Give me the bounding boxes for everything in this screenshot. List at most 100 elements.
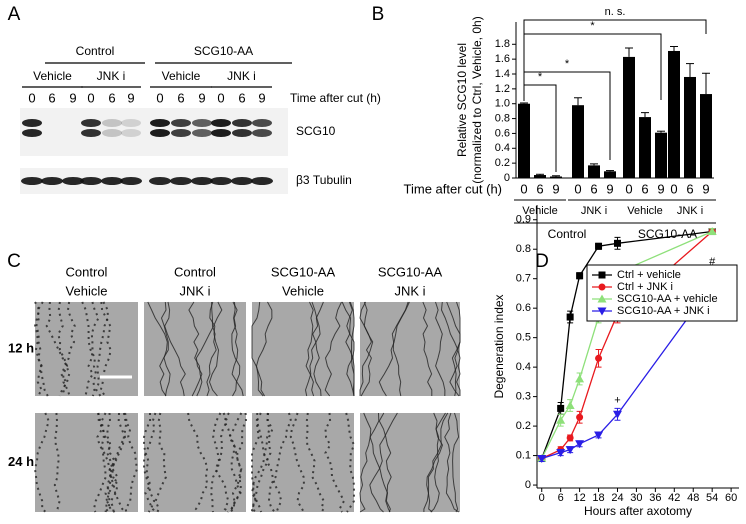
significance-label: * <box>565 58 570 70</box>
blot-band <box>62 177 84 185</box>
micrograph <box>250 412 356 513</box>
axon <box>359 301 374 396</box>
x-tick-label: 6 <box>641 181 648 196</box>
y-tick-label: 0 <box>525 479 531 491</box>
blot-band <box>150 129 170 137</box>
axon <box>159 301 169 397</box>
marker <box>707 227 717 236</box>
axon <box>144 412 157 513</box>
bar <box>623 56 635 178</box>
blot-band <box>21 177 43 185</box>
micrograph <box>143 412 248 513</box>
blot-label: SCG10 <box>296 124 336 138</box>
blot-band <box>22 119 42 127</box>
blot-band <box>120 177 142 185</box>
blot-band <box>192 129 212 137</box>
x-tick-label: 9 <box>606 181 613 196</box>
x-tick-label: 0 <box>520 181 527 196</box>
blot-band <box>22 129 42 137</box>
blot-band <box>251 177 273 185</box>
marker <box>597 307 607 316</box>
y-tick-label: 1.4 <box>495 68 510 80</box>
axon <box>81 301 98 397</box>
micrograph <box>359 412 460 513</box>
blot-band <box>252 119 272 127</box>
treatment-label: JNK i <box>227 69 256 83</box>
column-header: SCG10-AA <box>271 264 336 279</box>
y-tick-label: 1.6 <box>495 53 510 65</box>
blot-band <box>121 119 141 127</box>
axon <box>122 412 139 513</box>
bar <box>684 76 696 178</box>
blot-band <box>191 177 213 185</box>
column-header: Control <box>174 264 216 279</box>
y-tick-label: 0.2 <box>495 157 510 169</box>
marker <box>556 449 566 458</box>
treatment-label: JNK i <box>97 69 126 83</box>
y-tick-label: 1.2 <box>495 83 510 95</box>
axon <box>164 301 186 397</box>
column-header: SCG10-AA <box>378 264 443 279</box>
bar <box>550 176 562 178</box>
blot-band <box>211 129 231 137</box>
blot-band <box>170 177 192 185</box>
blot-band <box>102 129 122 137</box>
group-label: JNK i <box>581 205 607 217</box>
y-tick-label: 0.2 <box>516 420 531 432</box>
axon <box>446 301 461 396</box>
blot-band <box>149 177 171 185</box>
axon <box>229 412 248 513</box>
group-label: Vehicle <box>627 205 662 217</box>
x-tick-label: 0 <box>574 181 581 196</box>
axon <box>360 301 372 397</box>
bar <box>572 105 584 178</box>
panel-letter: C <box>7 251 21 272</box>
bar <box>588 165 600 178</box>
axon <box>143 412 156 513</box>
marker <box>595 242 603 250</box>
marker <box>566 313 574 321</box>
x-tick-label: 12 <box>573 492 585 504</box>
x-tick-label: 6 <box>558 492 564 504</box>
axon <box>444 412 460 513</box>
lane-label: 0 <box>87 90 94 105</box>
y-tick-label: 0.4 <box>516 361 531 373</box>
significance-bracket <box>523 84 557 172</box>
micrograph <box>33 301 138 397</box>
lane-label: 6 <box>177 90 184 105</box>
lane-label: 0 <box>28 90 35 105</box>
marker <box>566 434 574 442</box>
axon <box>228 412 243 513</box>
blot-band <box>210 177 232 185</box>
blot-band <box>232 119 252 127</box>
supergroup-label: Control <box>548 227 587 241</box>
legend-label: SCG10-AA + vehicle <box>617 293 718 305</box>
micrograph <box>33 412 139 513</box>
y-tick-label: 0.4 <box>495 142 510 154</box>
x-tick-label: 42 <box>668 492 680 504</box>
axon <box>435 301 446 397</box>
column-header: Vehicle <box>66 283 108 298</box>
marker <box>537 455 547 464</box>
y-tick-label: 0.5 <box>516 332 531 344</box>
axon <box>223 412 243 513</box>
bar <box>518 103 530 178</box>
group-label: JNK i <box>677 205 703 217</box>
axon <box>33 412 50 513</box>
blot-band <box>232 129 252 137</box>
y-axis-label: Relative SCG10 level <box>455 43 469 157</box>
blot-band <box>80 177 102 185</box>
bar <box>534 175 546 178</box>
treatment-label: Vehicle <box>162 69 201 83</box>
x-tick-label: 30 <box>630 492 642 504</box>
condition-label: Control <box>76 44 115 58</box>
blot-band <box>102 119 122 127</box>
y-tick-label: 0.8 <box>516 243 531 255</box>
time-label: Time after cut (h) <box>290 91 381 105</box>
bar <box>604 171 616 178</box>
y-tick-label: 1.0 <box>495 98 510 110</box>
condition-label: SCG10-AA <box>194 44 253 58</box>
column-header: Vehicle <box>282 283 324 298</box>
point-label: # <box>709 256 716 268</box>
